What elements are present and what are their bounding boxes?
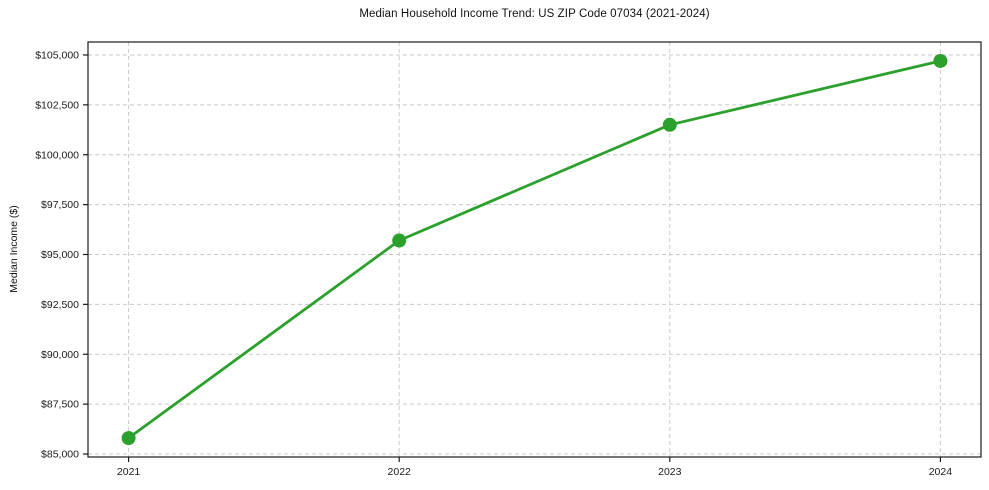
y-tick-label: $85,000 bbox=[41, 449, 79, 461]
y-tick-label: $100,000 bbox=[35, 149, 79, 161]
x-tick-label: 2021 bbox=[117, 466, 141, 478]
data-point bbox=[392, 233, 407, 248]
y-tick-label: $95,000 bbox=[41, 249, 79, 261]
chart-title: Median Household Income Trend: US ZIP Co… bbox=[359, 8, 710, 20]
y-tick-label: $102,500 bbox=[35, 99, 79, 111]
y-tick-label: $90,000 bbox=[41, 349, 79, 361]
x-tick-label: 2022 bbox=[388, 466, 412, 478]
x-tick-label: 2023 bbox=[658, 466, 682, 478]
trend-line bbox=[127, 59, 942, 440]
y-tick-label: $97,500 bbox=[41, 199, 79, 211]
y-tick-label: $87,500 bbox=[41, 399, 79, 411]
y-tick-label: $105,000 bbox=[35, 50, 79, 62]
data-point bbox=[121, 431, 136, 446]
data-point bbox=[933, 53, 948, 68]
y-tick-label: $92,500 bbox=[41, 299, 79, 311]
x-tick-label: 2024 bbox=[929, 466, 953, 478]
data-point bbox=[662, 117, 677, 132]
y-axis-label: Median Income ($) bbox=[8, 205, 20, 293]
plot-border bbox=[87, 41, 982, 458]
